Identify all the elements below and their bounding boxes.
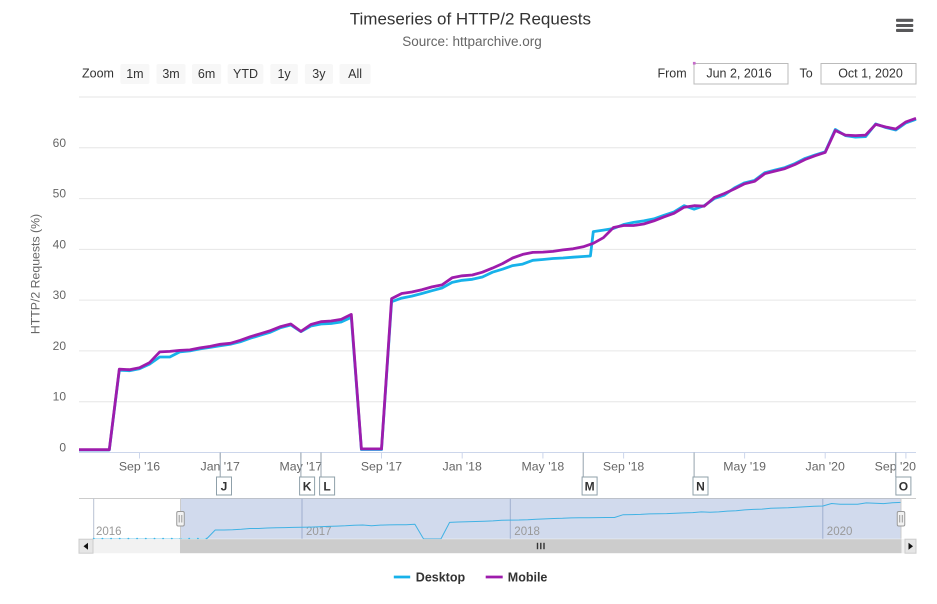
svg-text:YTD: YTD: [233, 67, 258, 81]
svg-text:May '18: May '18: [522, 460, 565, 474]
svg-text:May '19: May '19: [723, 460, 766, 474]
svg-text:To: To: [800, 67, 813, 81]
svg-text:N: N: [696, 480, 705, 494]
svg-text:Jun 2, 2016: Jun 2, 2016: [706, 67, 771, 81]
svg-text:10: 10: [53, 390, 67, 404]
svg-text:Sep '18: Sep '18: [603, 460, 644, 474]
svg-text:2020: 2020: [827, 526, 853, 538]
svg-text:Mobile: Mobile: [508, 571, 548, 585]
svg-text:0: 0: [59, 441, 66, 455]
svg-text:3m: 3m: [162, 67, 179, 81]
svg-text:Desktop: Desktop: [416, 571, 466, 585]
svg-text:60: 60: [53, 136, 67, 150]
svg-text:HTTP/2 Requests (%): HTTP/2 Requests (%): [29, 214, 43, 334]
svg-text:All: All: [348, 67, 362, 81]
svg-text:Timeseries of HTTP/2 Requests: Timeseries of HTTP/2 Requests: [350, 10, 591, 29]
svg-text:1y: 1y: [277, 67, 291, 81]
svg-text:2016: 2016: [96, 526, 122, 538]
svg-text:K: K: [303, 480, 312, 494]
svg-text:L: L: [323, 480, 330, 494]
svg-text:6m: 6m: [198, 67, 215, 81]
svg-text:Oct 1, 2020: Oct 1, 2020: [838, 67, 903, 81]
svg-text:Zoom: Zoom: [82, 67, 114, 81]
svg-text:30: 30: [53, 288, 67, 302]
svg-text:O: O: [899, 480, 908, 494]
svg-text:1m: 1m: [126, 67, 143, 81]
svg-text:50: 50: [53, 187, 67, 201]
svg-text:Sep '17: Sep '17: [361, 460, 402, 474]
svg-text:Sep '16: Sep '16: [119, 460, 160, 474]
svg-text:40: 40: [53, 237, 67, 251]
svg-text:3y: 3y: [312, 67, 326, 81]
svg-text:M: M: [585, 480, 595, 494]
svg-text:J: J: [221, 480, 228, 494]
svg-text:From: From: [658, 67, 687, 81]
svg-text:Source: httparchive.org: Source: httparchive.org: [402, 34, 542, 49]
svg-text:20: 20: [53, 339, 67, 353]
svg-text:Jan '20: Jan '20: [806, 460, 845, 474]
svg-text:Jan '18: Jan '18: [443, 460, 482, 474]
svg-text:2017: 2017: [306, 526, 332, 538]
svg-text:2018: 2018: [514, 526, 540, 538]
